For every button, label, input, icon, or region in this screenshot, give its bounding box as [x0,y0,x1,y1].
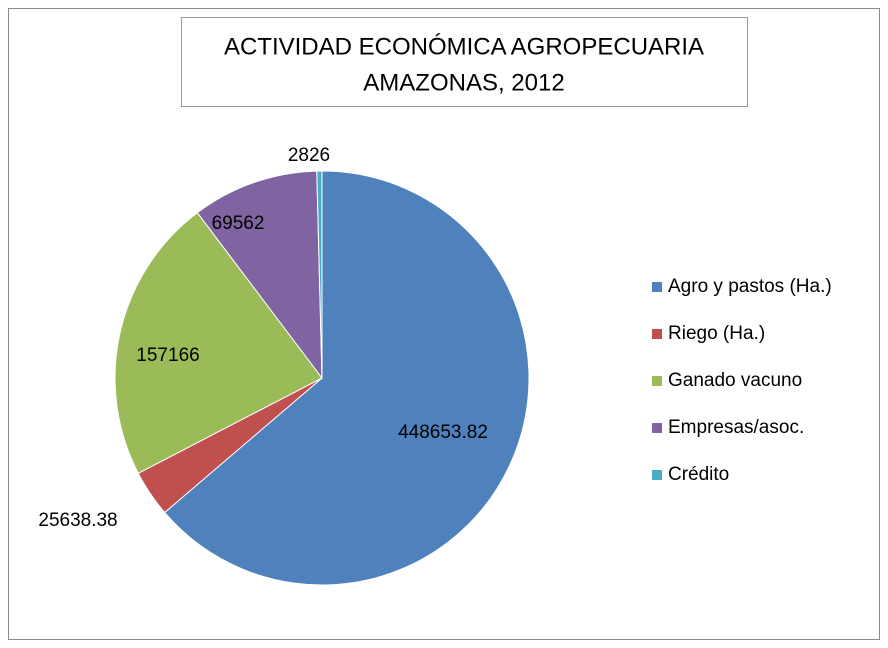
legend-swatch [652,470,662,480]
pie-slice [196,170,323,380]
legend-label: Agro y pastos (Ha.) [668,276,832,297]
legend-label: Riego (Ha.) [668,323,765,344]
legend-swatch [652,282,662,292]
data-label: 2826 [288,145,330,166]
legend-label: Empresas/asoc. [668,417,804,438]
data-label: 157166 [136,345,199,366]
pie-slice [114,212,323,474]
pie-slice [163,170,530,586]
data-label: 448653.82 [398,422,488,443]
legend-label: Ganado vacuno [668,370,802,391]
legend-swatch [652,329,662,339]
title-box [181,17,748,107]
legend-label: Crédito [668,464,729,485]
data-label: 69562 [212,213,265,234]
chart-title: AMAZONAS, 2012 [363,69,564,96]
chart-title: ACTIVIDAD ECONÓMICA AGROPECUARIA [224,33,704,60]
legend-swatch [652,423,662,433]
legend-swatch [652,376,662,386]
pie-slice [316,170,323,379]
data-label: 25638.38 [38,510,117,531]
